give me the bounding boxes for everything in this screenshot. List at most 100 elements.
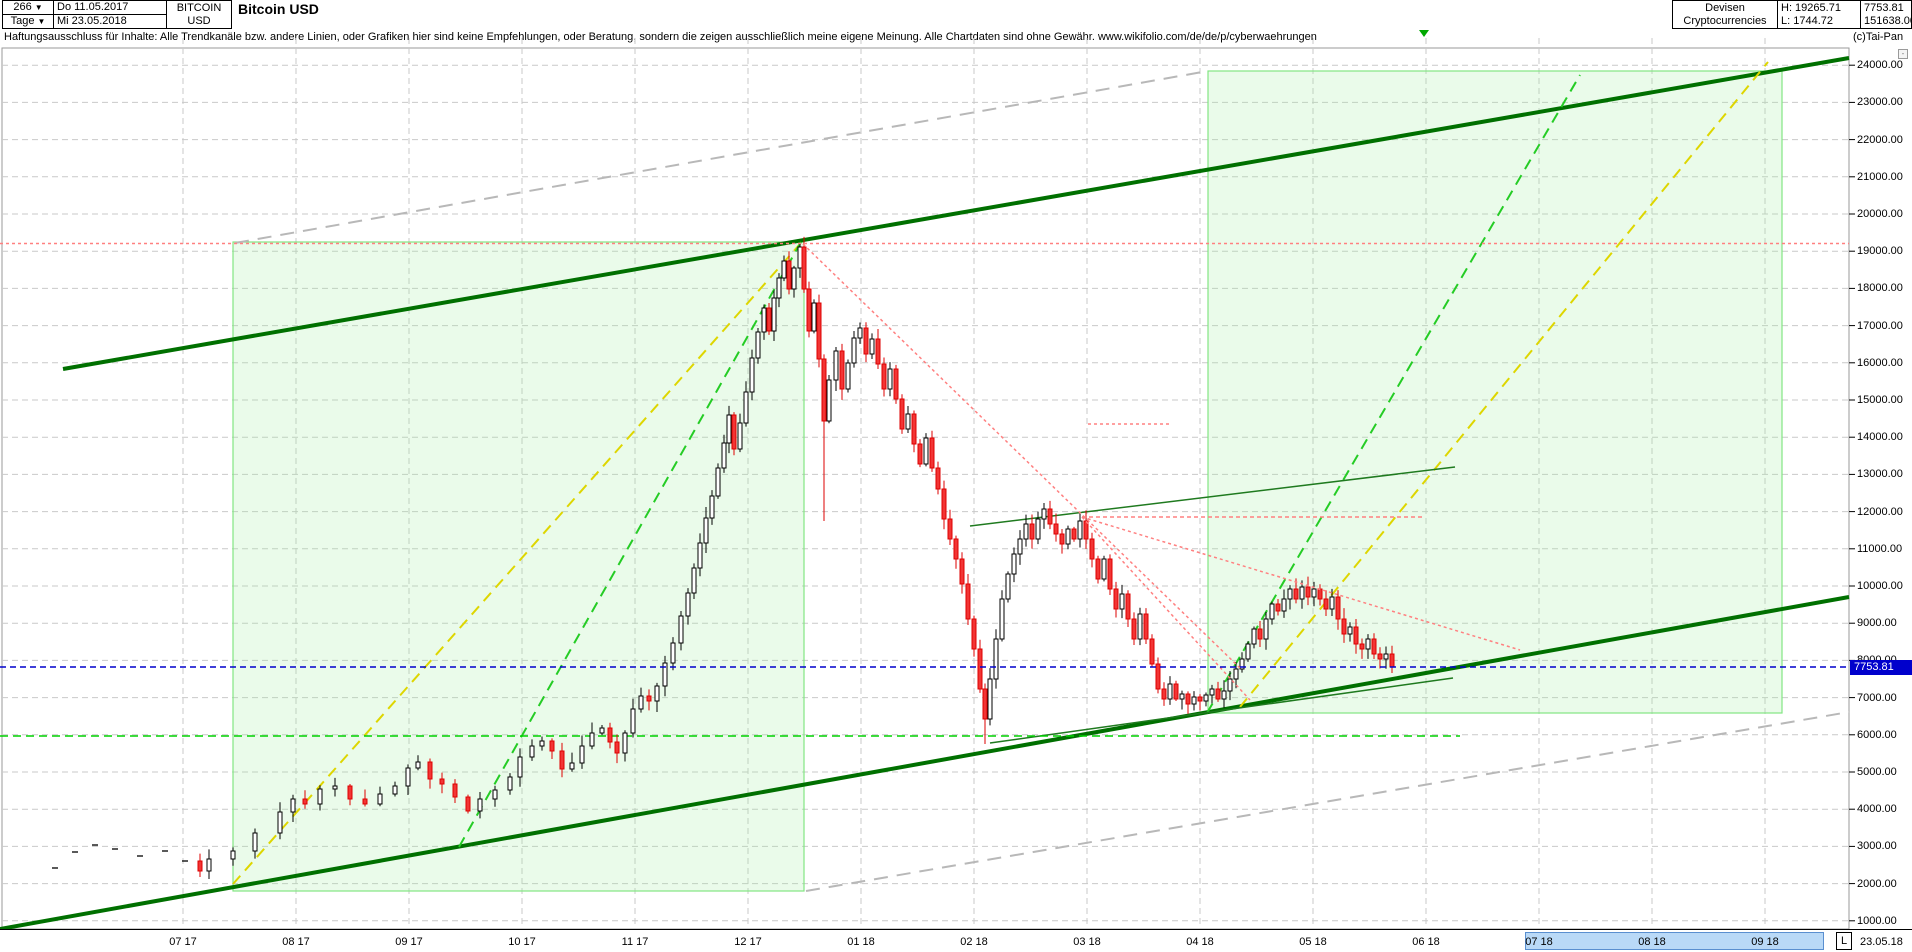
candle-up [1263, 618, 1269, 640]
candle-down [899, 398, 905, 430]
candle-up [781, 260, 787, 279]
price-axis-label: 10000.00 [1857, 580, 1903, 592]
candle-down [1359, 643, 1365, 650]
candle-down [1389, 653, 1395, 668]
candle-up [230, 850, 236, 860]
date-to-field[interactable]: Mi 23.05.2018 [53, 14, 167, 29]
time-axis-label: 06 18 [1412, 936, 1440, 948]
collapse-icon[interactable]: - [1898, 49, 1908, 59]
candle-up [1281, 598, 1287, 612]
candle-up [332, 785, 338, 790]
candle-down [347, 785, 353, 800]
candle-up [670, 642, 676, 664]
candle-up [405, 767, 411, 787]
candle-down [439, 778, 445, 785]
candle-up [761, 307, 767, 333]
candle-down [1107, 558, 1113, 590]
chevron-down-icon: ▼ [37, 17, 46, 26]
candle-down [1029, 523, 1035, 540]
time-axis-label: 01 18 [847, 936, 875, 948]
price-axis-label: 6000.00 [1857, 728, 1897, 741]
candle-down [197, 860, 203, 872]
candle-up [811, 302, 817, 332]
gray-parallel-lower [805, 711, 1850, 892]
time-axis-label: 07 17 [169, 936, 197, 948]
price-axis-label: 13000.00 [1857, 468, 1903, 481]
candle-up [1077, 520, 1083, 540]
date-to-value: Mi 23.05.2018 [57, 15, 127, 27]
candle-down [1185, 693, 1191, 705]
candle-down [917, 443, 923, 465]
candle-up [1245, 643, 1251, 660]
category-cell: Devisen Cryptocurrencies [1672, 0, 1778, 29]
period-dropdown[interactable]: Tage ▼ [2, 14, 54, 29]
candle-up [678, 615, 684, 644]
fan-green-left [458, 241, 802, 848]
period-value: Tage [10, 15, 35, 27]
date-from-value: Do 11.05.2017 [57, 1, 129, 13]
candle-down [893, 368, 899, 400]
time-axis-label: 08 17 [282, 936, 310, 948]
candle-down [1131, 618, 1137, 640]
candle-up [1023, 523, 1029, 540]
projection-box-right [1207, 70, 1783, 714]
candle-up [529, 745, 535, 758]
candle-up [662, 662, 668, 687]
candle-up [599, 727, 605, 734]
candle-down [452, 783, 458, 798]
candle-up [771, 297, 777, 332]
time-axis-label: 10 17 [508, 936, 536, 948]
candle-down [1089, 538, 1095, 560]
candle-up [654, 685, 660, 702]
bars-count-value: 266 [13, 1, 32, 13]
price-axis-label: 15000.00 [1857, 394, 1903, 406]
time-axis-highlight [1525, 932, 1824, 950]
period-low-value: L: 1744.72 [1781, 14, 1833, 27]
projection-box-left [232, 241, 805, 892]
candle-up [987, 678, 993, 720]
candle-up [1119, 593, 1125, 610]
candle-up [1287, 588, 1293, 600]
marker-triangle-icon [1419, 30, 1429, 37]
candle-up [579, 745, 585, 764]
price-axis-label: 24000.00 [1857, 59, 1903, 72]
candle-down [1317, 588, 1323, 600]
candle-down [302, 798, 308, 805]
candle-down [1161, 688, 1167, 700]
price-axis-label: 1000.00 [1857, 914, 1897, 927]
candle-up [1101, 558, 1107, 580]
candle-down [1305, 586, 1311, 598]
candle-down [1293, 588, 1299, 600]
red-ray-from-peak [802, 243, 1241, 669]
fan-green-right [1206, 74, 1581, 714]
candle-down [1113, 588, 1119, 610]
price-axis-label: 9000.00 [1857, 617, 1897, 630]
candle-down [1377, 653, 1383, 660]
candle-down [1173, 683, 1179, 700]
candle-down [1257, 628, 1263, 640]
candle-down [1059, 533, 1065, 545]
candle-up [1233, 668, 1239, 680]
price-axis-label: 20000.00 [1857, 208, 1903, 220]
price-axis-label: 21000.00 [1857, 170, 1903, 183]
candle-up [905, 413, 911, 430]
candle-up [743, 391, 749, 424]
price-axis-label: 7000.00 [1857, 691, 1897, 704]
candle-up [1203, 694, 1209, 702]
candle-down [1047, 508, 1053, 525]
volume-value: 151638.00 [1864, 14, 1912, 27]
price-axis-label: 19000.00 [1857, 245, 1903, 258]
candle-up [539, 740, 545, 747]
candle-up [1011, 553, 1017, 575]
time-axis-label: 09 18 [1751, 936, 1779, 948]
candle-up [857, 327, 863, 339]
candle-down [614, 741, 620, 754]
candle-up [797, 246, 803, 269]
time-axis-label: 09 17 [395, 936, 423, 948]
candle-up [589, 732, 595, 747]
gray-parallel-upper [234, 70, 1209, 244]
candle-down [1053, 523, 1059, 535]
price-axis-label: 23000.00 [1857, 96, 1903, 109]
candle-up [1209, 688, 1215, 696]
